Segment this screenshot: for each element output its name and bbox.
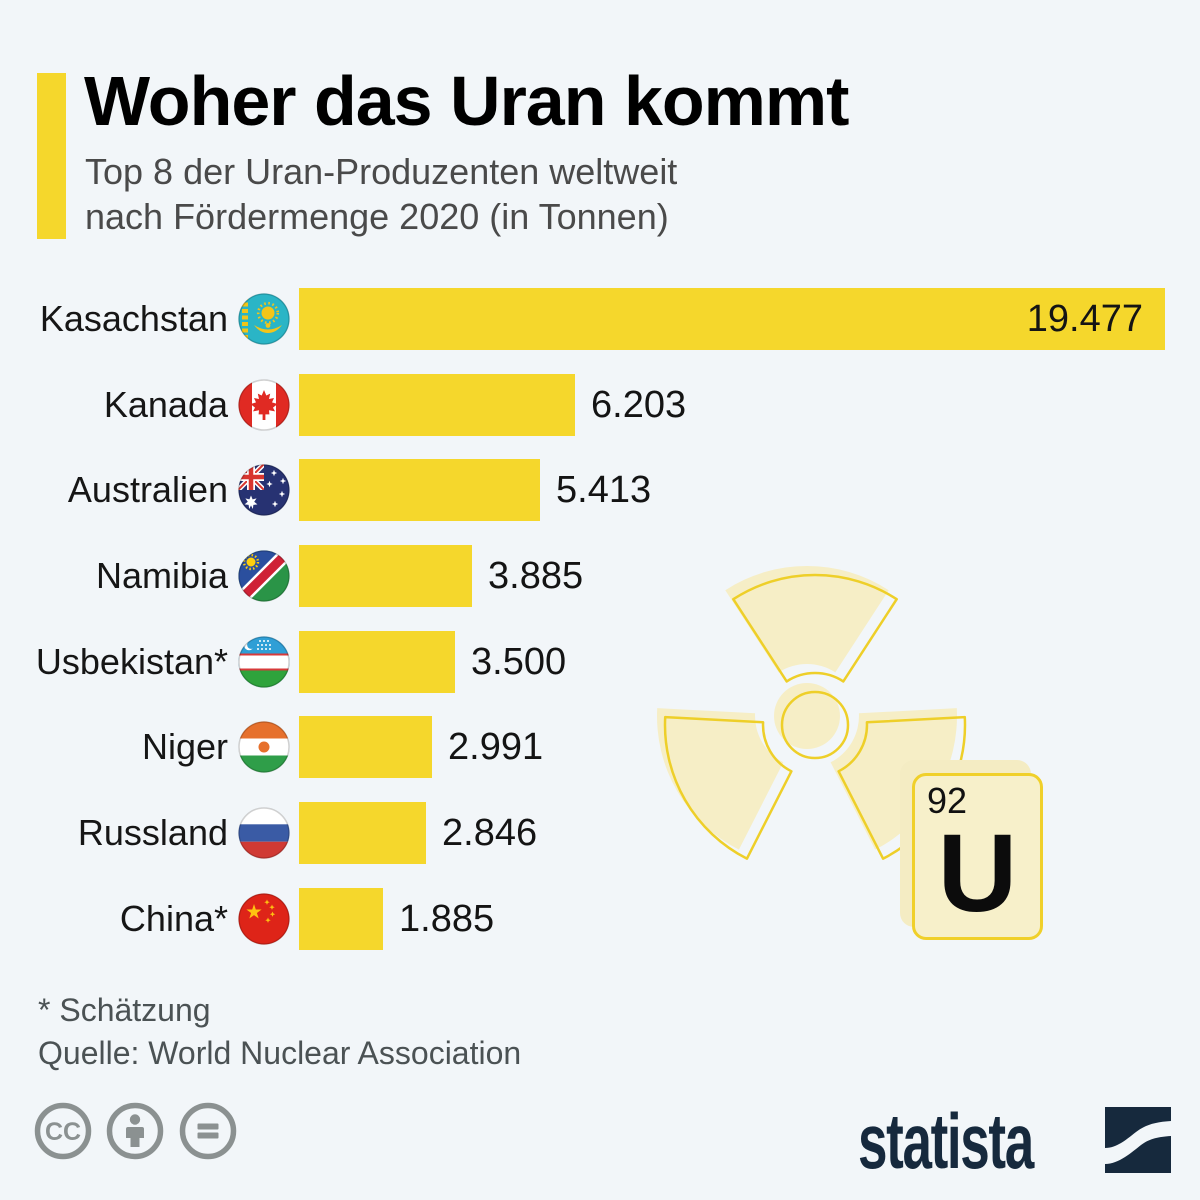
title-accent-bar — [37, 73, 66, 239]
attribution-person-icon[interactable] — [106, 1102, 164, 1160]
value-label: 3.885 — [488, 555, 584, 597]
value-label: 1.885 — [399, 898, 495, 940]
category-label: Namibia — [95, 555, 228, 596]
statista-logo-icon[interactable] — [1105, 1107, 1171, 1173]
bar — [299, 288, 1165, 350]
element-number: 92 — [927, 780, 968, 821]
page-title: Woher das Uran kommt — [84, 62, 849, 140]
footnote: * Schätzung — [38, 992, 211, 1028]
value-label: 6.203 — [591, 384, 687, 426]
value-label: 5.413 — [556, 469, 652, 511]
page-subtitle: Top 8 der Uran-Produzenten weltweit nach… — [85, 149, 677, 239]
license-icons[interactable]: CC — [34, 1102, 274, 1162]
bar — [299, 802, 426, 864]
bar-row: Kanada 6.203 — [0, 374, 1200, 436]
canada-flag-icon — [238, 379, 290, 431]
value-label: 2.846 — [442, 812, 538, 854]
uranium-element-card: 92 U — [912, 773, 1043, 940]
statista-wordmark[interactable]: statista — [858, 1097, 1034, 1185]
bar-row: Kasachstan 19.477 — [0, 288, 1200, 350]
category-label: Usbekistan* — [35, 641, 228, 682]
subtitle-line2: nach Fördermenge 2020 (in Tonnen) — [85, 196, 669, 237]
bar — [299, 631, 455, 693]
category-label: China* — [119, 898, 228, 939]
bar — [299, 888, 383, 950]
namibia-flag-icon — [238, 550, 290, 602]
category-label: Niger — [141, 726, 228, 767]
svg-text:CC: CC — [45, 1118, 81, 1146]
bar-row: Usbekistan* 3.500 — [0, 631, 1200, 693]
niger-flag-icon — [238, 721, 290, 773]
bar — [299, 545, 472, 607]
bar-row: Australien 5.413 — [0, 459, 1200, 521]
bar-row: China* 1.885 — [0, 888, 1200, 950]
category-label: Kasachstan — [39, 298, 228, 339]
radioactive-trefoil-icon — [657, 565, 967, 860]
bar-row: Niger 2.991 — [0, 716, 1200, 778]
australia-flag-icon — [238, 464, 290, 516]
russia-flag-icon — [238, 807, 290, 859]
bar — [299, 716, 432, 778]
bar — [299, 374, 575, 436]
source-line: Quelle: World Nuclear Association — [38, 1035, 522, 1071]
element-symbol: U — [937, 812, 1018, 935]
bar-chart: Kasachstan 19.477 Kanada 6.203 Australie… — [0, 288, 1200, 953]
no-derivatives-equals-icon[interactable] — [179, 1102, 237, 1160]
category-label: Australien — [67, 469, 228, 510]
category-label: Kanada — [103, 384, 228, 425]
bar-row: Russland 2.846 — [0, 802, 1200, 864]
bar-row: Namibia 3.885 — [0, 545, 1200, 607]
bar — [299, 459, 540, 521]
category-label: Russland — [77, 812, 228, 853]
value-label: 19.477 — [1026, 298, 1143, 340]
value-label: 2.991 — [448, 726, 544, 768]
kazakhstan-flag-icon — [238, 293, 290, 345]
cc-icon[interactable]: CC — [34, 1102, 92, 1160]
subtitle-line1: Top 8 der Uran-Produzenten weltweit — [85, 151, 678, 192]
uzbekistan-flag-icon — [238, 636, 290, 688]
china-flag-icon — [238, 893, 290, 945]
value-label: 3.500 — [471, 641, 567, 683]
